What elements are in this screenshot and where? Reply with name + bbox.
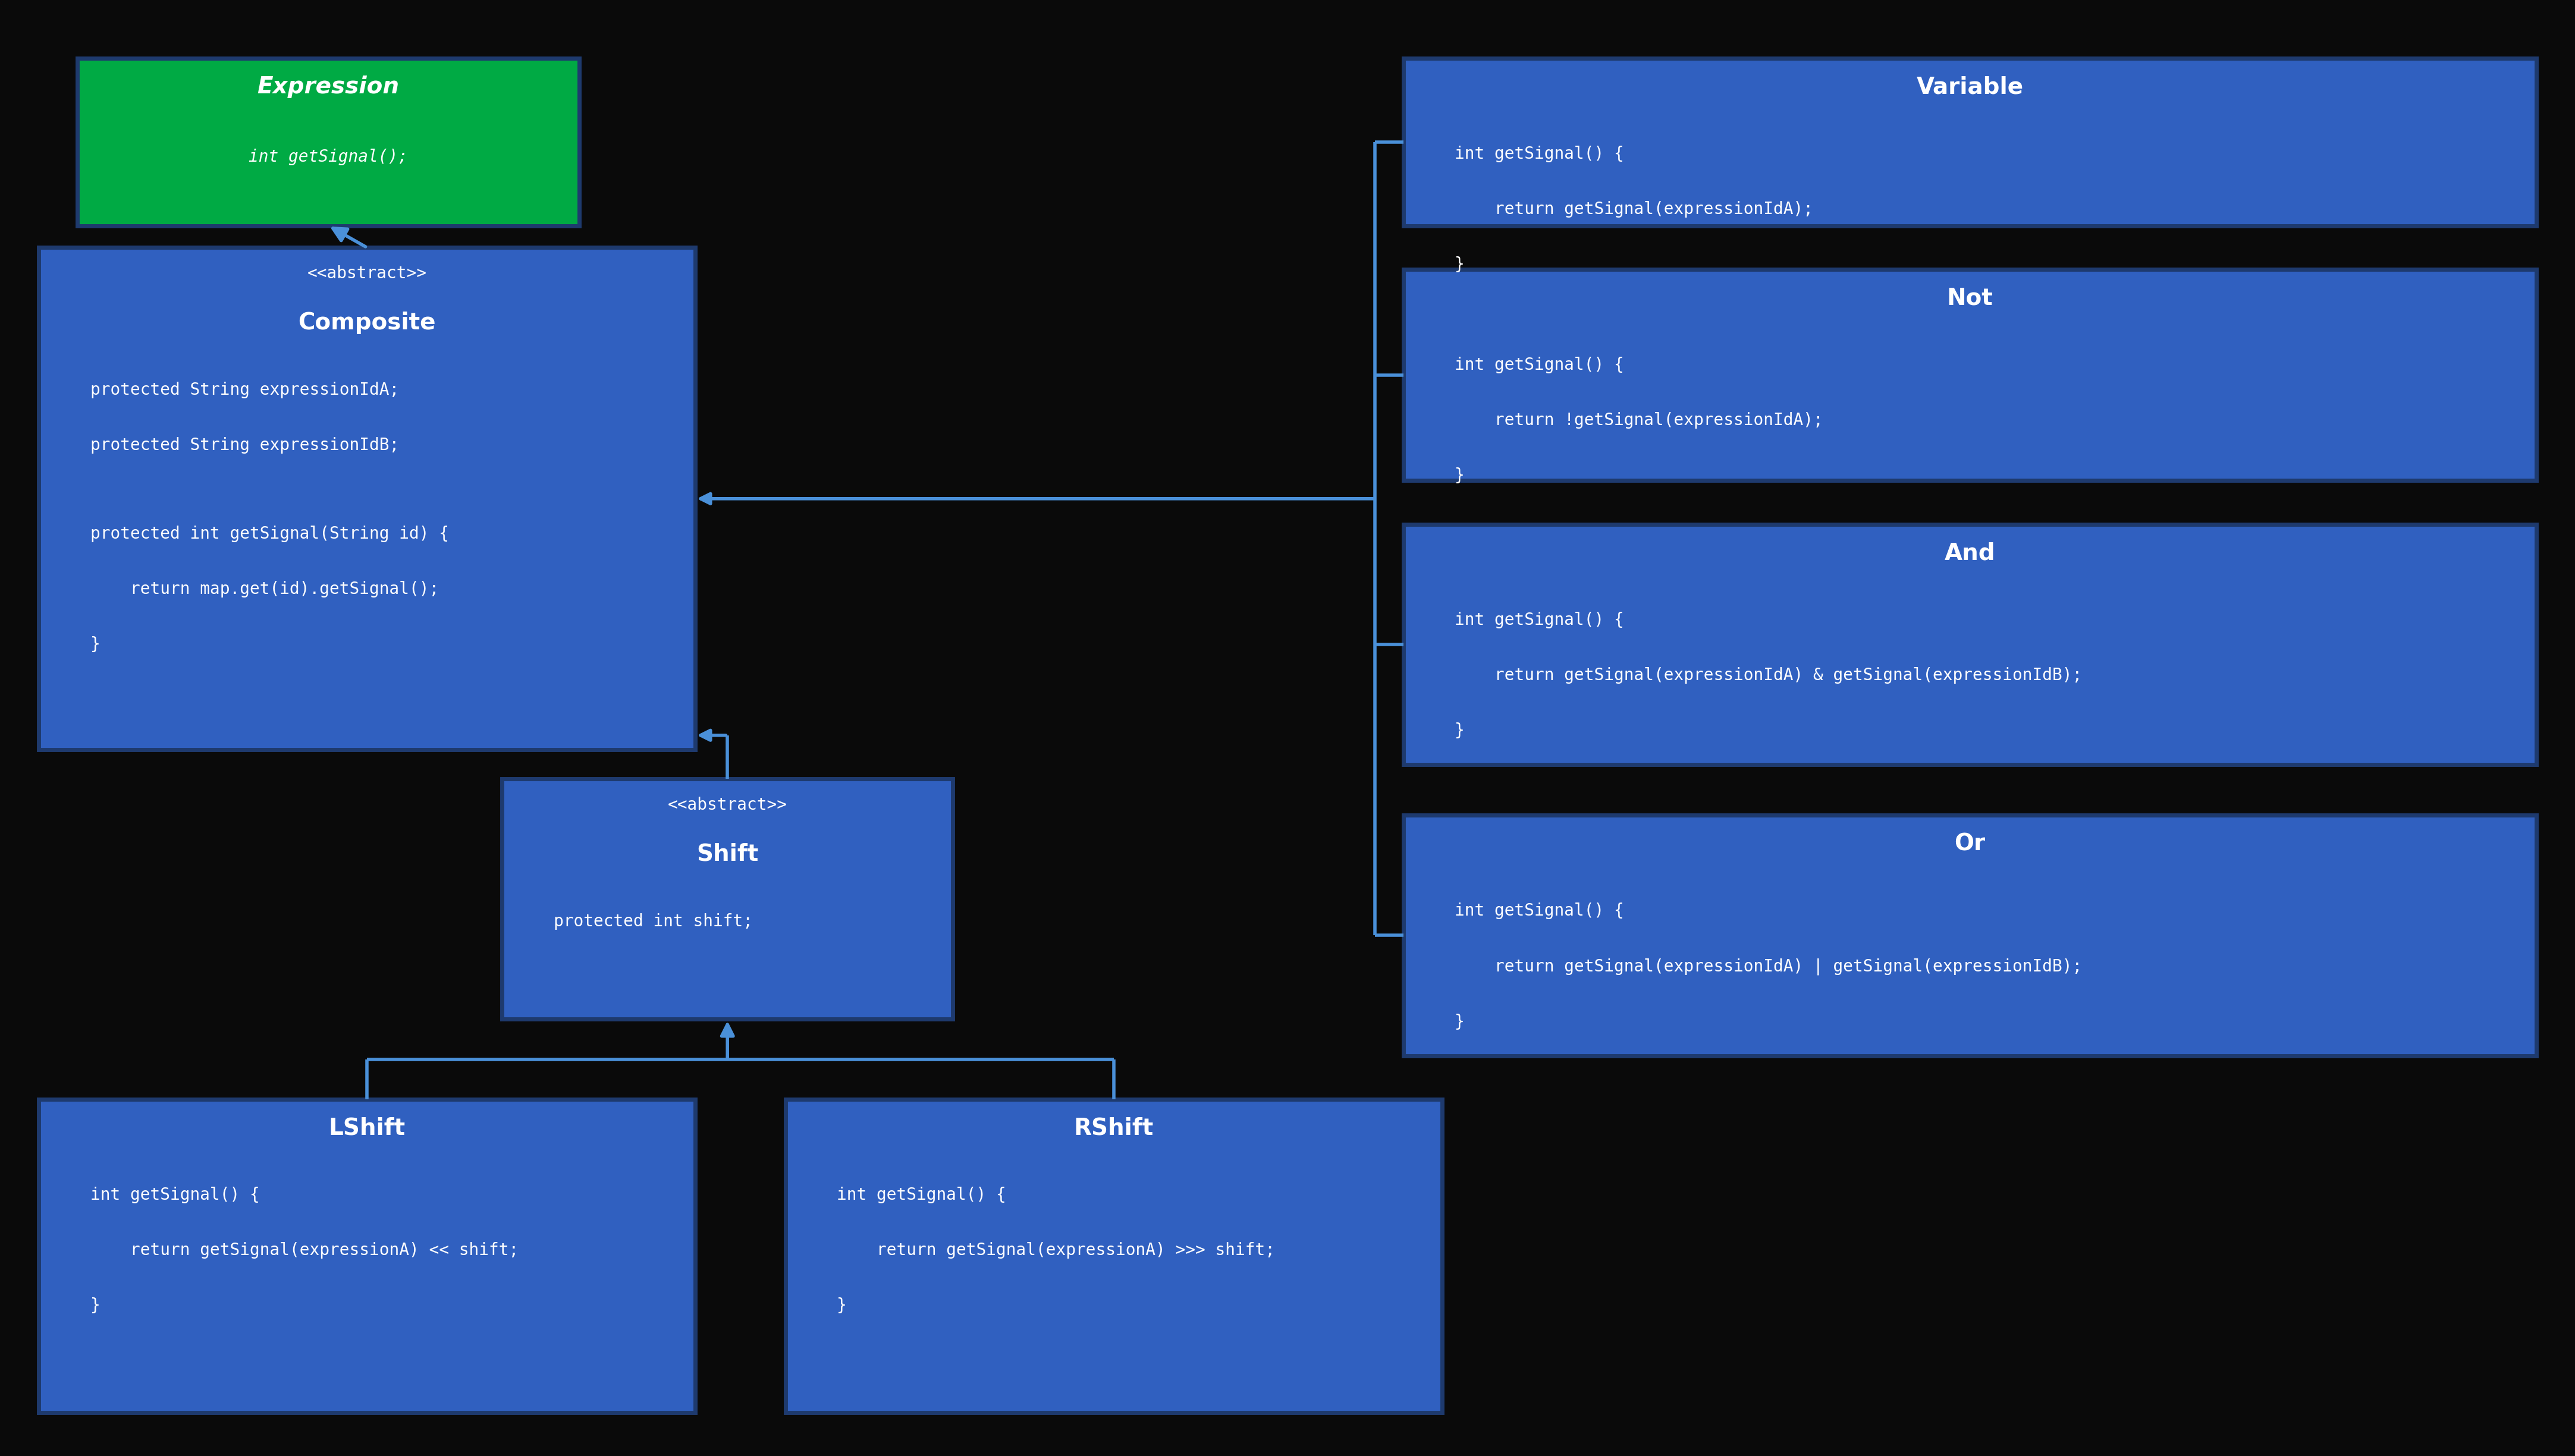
Text: int getSignal() {: int getSignal() { — [1455, 146, 1625, 162]
Text: }: } — [837, 1297, 847, 1313]
Text: return getSignal(expressionIdA);: return getSignal(expressionIdA); — [1455, 201, 1813, 217]
Bar — [1403, 269, 2536, 480]
Text: int getSignal() {: int getSignal() { — [90, 1187, 260, 1203]
Text: And: And — [1944, 542, 1996, 565]
Text: LShift: LShift — [330, 1117, 404, 1140]
Text: return getSignal(expressionIdA) & getSignal(expressionIdB);: return getSignal(expressionIdA) & getSig… — [1455, 667, 2083, 683]
Text: protected int shift;: protected int shift; — [554, 913, 752, 929]
Text: return getSignal(expressionA) << shift;: return getSignal(expressionA) << shift; — [90, 1242, 518, 1258]
Text: return getSignal(expressionIdA) | getSignal(expressionIdB);: return getSignal(expressionIdA) | getSig… — [1455, 958, 2083, 976]
Text: }: } — [90, 1297, 100, 1313]
Text: <<abstract>>: <<abstract>> — [667, 796, 788, 812]
Text: RShift: RShift — [1074, 1117, 1154, 1140]
Text: protected int getSignal(String id) {: protected int getSignal(String id) { — [90, 526, 448, 542]
Text: Expression: Expression — [258, 76, 399, 99]
Text: <<abstract>>: <<abstract>> — [306, 265, 427, 281]
Text: }: } — [90, 636, 100, 652]
Bar — [1403, 524, 2536, 764]
Text: return map.get(id).getSignal();: return map.get(id).getSignal(); — [90, 581, 438, 597]
Text: int getSignal() {: int getSignal() { — [1455, 612, 1625, 628]
Bar — [502, 779, 953, 1019]
Bar — [39, 1099, 695, 1412]
Text: int getSignal() {: int getSignal() { — [1455, 357, 1625, 373]
Bar — [1403, 58, 2536, 226]
Text: return getSignal(expressionA) >>> shift;: return getSignal(expressionA) >>> shift; — [837, 1242, 1275, 1258]
Text: protected String expressionIdB;: protected String expressionIdB; — [90, 437, 399, 453]
Text: Shift: Shift — [695, 843, 760, 866]
Bar — [785, 1099, 1442, 1412]
Bar — [1403, 815, 2536, 1056]
Text: }: } — [1455, 722, 1465, 738]
Text: Not: Not — [1947, 287, 1993, 310]
Text: Variable: Variable — [1916, 76, 2024, 99]
Bar — [77, 58, 579, 226]
Text: int getSignal();: int getSignal(); — [250, 149, 407, 165]
Text: Composite: Composite — [299, 312, 435, 335]
Text: }: } — [1455, 256, 1465, 272]
Text: Or: Or — [1954, 833, 1985, 856]
Text: }: } — [1455, 467, 1465, 483]
Text: int getSignal() {: int getSignal() { — [1455, 903, 1625, 919]
Text: protected String expressionIdA;: protected String expressionIdA; — [90, 381, 399, 397]
Bar — [39, 248, 695, 750]
Text: int getSignal() {: int getSignal() { — [837, 1187, 1007, 1203]
Text: return !getSignal(expressionIdA);: return !getSignal(expressionIdA); — [1455, 412, 1823, 428]
Text: }: } — [1455, 1013, 1465, 1029]
